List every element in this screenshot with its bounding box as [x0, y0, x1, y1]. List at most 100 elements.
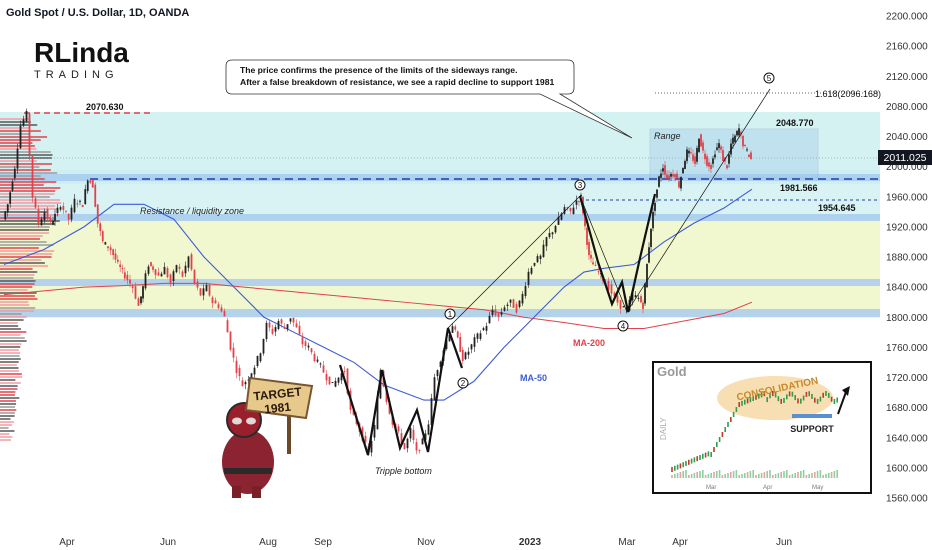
volume-profile-bar	[0, 316, 27, 318]
inset-volume-bar	[822, 475, 824, 478]
candle-body	[704, 153, 706, 160]
volume-profile-bar	[0, 331, 27, 333]
inset-volume-bar	[716, 471, 718, 478]
volume-profile-bar	[0, 385, 18, 387]
volume-profile-bar	[0, 421, 14, 423]
volume-profile-bar	[0, 205, 56, 207]
inset-candle	[749, 397, 752, 403]
candle-body	[439, 361, 442, 368]
volume-profile-bar	[0, 277, 34, 279]
candle-body	[99, 223, 102, 232]
candle-body	[56, 207, 59, 214]
volume-profile-bar	[0, 241, 47, 243]
ma200-line	[3, 282, 753, 330]
inset-volume-bar	[836, 470, 838, 478]
candle-body	[43, 212, 46, 221]
mascot-belt	[224, 468, 272, 474]
candle-body	[184, 265, 187, 274]
candle-body	[232, 347, 235, 358]
wave-4-marker	[617, 320, 629, 332]
candle-body	[740, 131, 742, 135]
volume-profile-bar	[0, 247, 39, 249]
candle-body	[650, 228, 652, 247]
tripple-bottom-label: Tripple bottom	[375, 466, 432, 476]
volume-profile-bar	[0, 160, 37, 162]
candle-body	[545, 237, 548, 247]
inset-candle	[713, 447, 715, 452]
mascot-illustration: TARGET 1981	[222, 376, 314, 498]
inset-candle	[780, 398, 782, 404]
candle-body	[6, 204, 9, 213]
candle-body	[91, 179, 94, 188]
candle-body	[580, 194, 582, 197]
volume-profile-bar	[0, 271, 38, 273]
wave-channel-2	[579, 195, 628, 313]
volume-profile-bar	[0, 304, 30, 306]
candle-body	[313, 353, 316, 362]
candle-body	[533, 262, 536, 266]
y-tick-label: 1920.000	[886, 222, 928, 233]
inset-candle	[755, 394, 757, 400]
y-tick-label: 1800.000	[886, 313, 928, 324]
wave-2-label: 2	[461, 379, 466, 388]
candle-body	[292, 317, 295, 323]
current-price-tag	[878, 150, 932, 165]
support-band-1800	[0, 309, 880, 317]
candle-body	[646, 263, 648, 288]
candle-body	[49, 217, 52, 222]
candle-body	[652, 211, 654, 229]
wave-3-label: 3	[578, 181, 583, 190]
inset-candle	[800, 398, 802, 404]
inset-volume-bar	[690, 474, 693, 478]
inset-volume-bar	[794, 473, 796, 478]
inset-volume-bar	[774, 474, 777, 478]
logo: RLinda TRADING	[34, 37, 129, 81]
candle-body	[634, 295, 637, 298]
volume-profile-bar	[0, 412, 16, 414]
candle-body	[518, 300, 521, 308]
candle-body	[503, 307, 506, 311]
volume-profile-bar	[0, 211, 49, 213]
candle-body	[470, 344, 473, 350]
candle-body	[714, 154, 716, 158]
candle-body	[247, 379, 250, 381]
candle-body	[37, 209, 40, 224]
volume-profile-bar	[0, 373, 22, 375]
candle-body	[642, 302, 644, 309]
range-label: Range	[654, 131, 681, 141]
candle-body	[640, 296, 642, 303]
inset-volume-bar	[704, 475, 707, 478]
candle-body	[726, 165, 728, 169]
candle-body	[62, 205, 65, 210]
correction-zigzag	[578, 193, 657, 313]
candle-body	[16, 148, 19, 169]
inset-volume-bar	[755, 475, 757, 478]
wave-5-label: 5	[767, 74, 772, 83]
candle-body	[670, 173, 672, 177]
inset-volume-bar	[721, 475, 724, 478]
inset-candle	[805, 391, 808, 397]
candle-body	[166, 268, 169, 278]
yellow-zone	[0, 218, 880, 318]
volume-profile-bar	[0, 253, 53, 255]
candle-body	[560, 213, 563, 220]
candle-body	[196, 281, 199, 288]
candle-body	[485, 326, 488, 331]
volume-profile-bar	[0, 352, 21, 354]
inset-candle	[744, 399, 746, 405]
y-axis: 1560.000 1600.000 1640.000 1680.000 1720.000…	[886, 12, 928, 505]
volume-profile-bar	[0, 187, 61, 189]
inset-candle	[794, 395, 796, 401]
candle-body	[208, 284, 211, 296]
inset-up-arrow	[837, 391, 847, 415]
candle-body	[445, 339, 448, 349]
candle-body	[660, 173, 662, 178]
inset-volume-bar	[769, 470, 771, 478]
volume-profile-bar	[0, 397, 20, 399]
wave-1-marker	[444, 308, 456, 320]
inset-candle	[766, 397, 768, 403]
inset-candle	[693, 457, 696, 463]
inset-candle	[808, 391, 810, 397]
candle-body	[152, 266, 154, 270]
inset-volume-bar	[738, 475, 740, 478]
